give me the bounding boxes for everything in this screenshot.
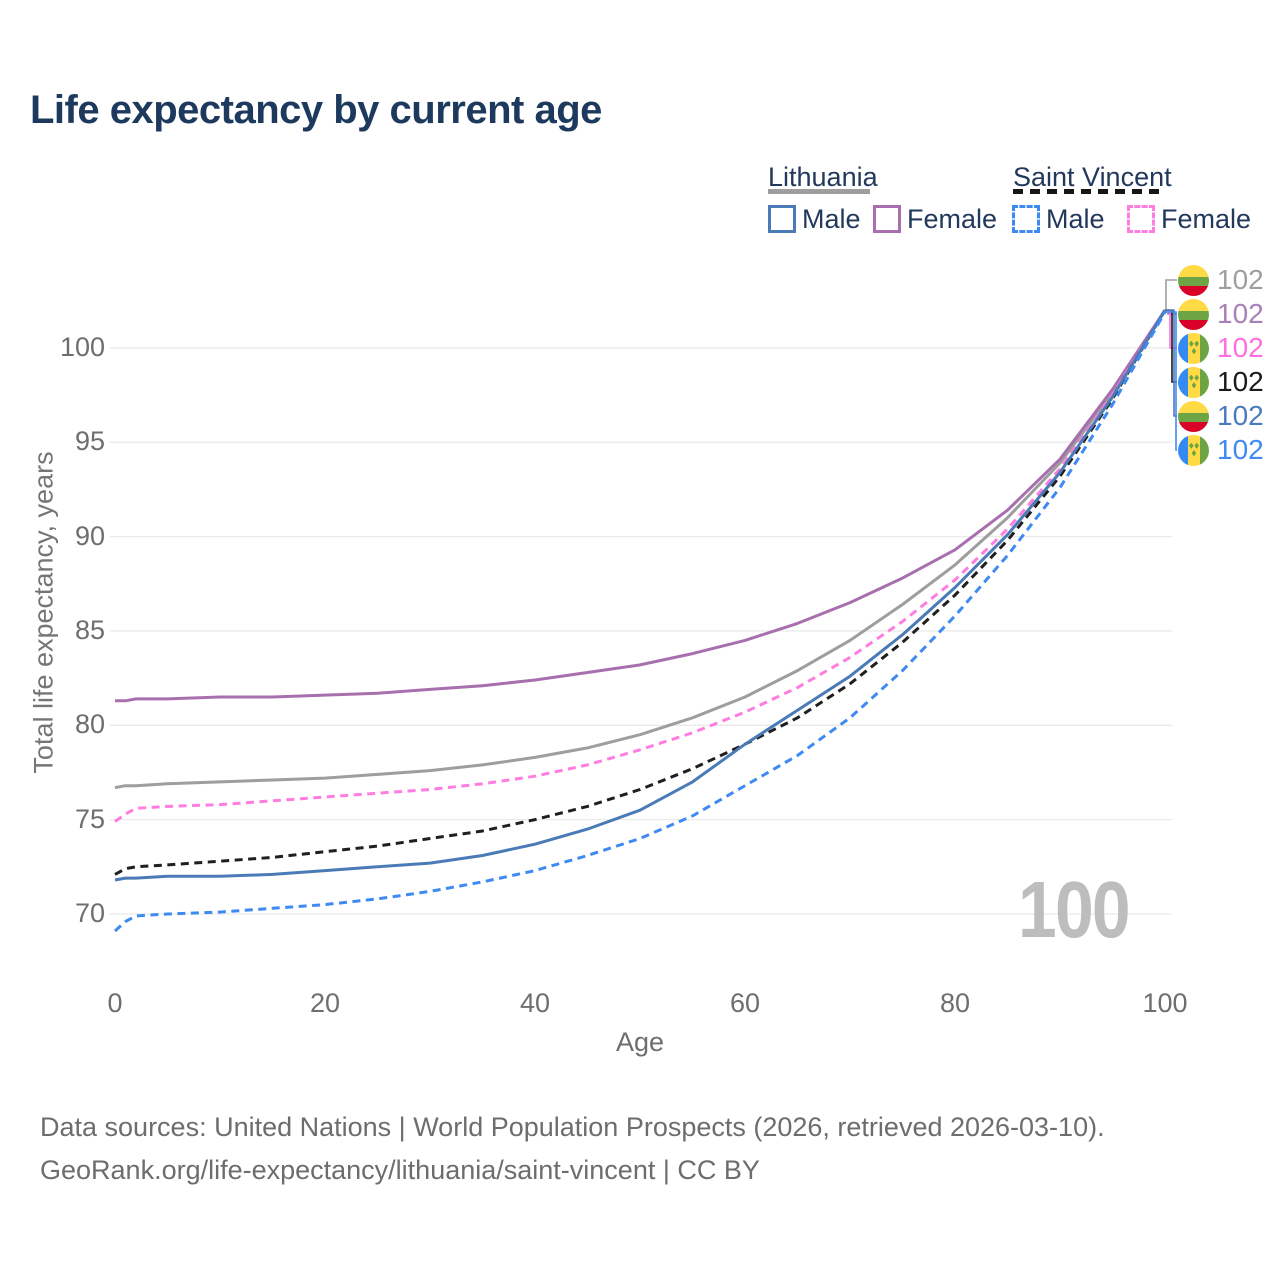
age-watermark: 100 (1018, 865, 1131, 954)
legend-item-label: Female (1161, 203, 1252, 234)
saint-vincent-flag-icon (1178, 332, 1209, 364)
legend-item-lithuania-female[interactable]: Female (873, 203, 998, 234)
series-line: Saint Vincent — both sexes (114, 309, 1167, 876)
series-line: Lithuania — both sexes (114, 309, 1167, 790)
series-line: Lithuania — Female (115, 309, 1167, 703)
y-tick-label: 70 (74, 898, 105, 928)
series-endpoint-row: 102 (1178, 400, 1264, 432)
y-tick-label: 95 (74, 426, 105, 457)
y-tick-label: 90 (74, 520, 105, 551)
x-tick-label: 80 (939, 988, 971, 1018)
legend-item-label: Female (907, 203, 998, 234)
legend-swatch[interactable] (1127, 205, 1155, 233)
page-title: Life expectancy by current age (30, 88, 602, 132)
footer: Data sources: United Nations | World Pop… (40, 1106, 1105, 1192)
legend-swatch[interactable] (1012, 205, 1040, 233)
legend-swatch[interactable] (768, 205, 796, 233)
lithuania-flag-icon (1178, 298, 1209, 330)
series-endpoint-row: 102 (1178, 298, 1264, 330)
legend-item-lithuania-male[interactable]: Male (768, 203, 861, 234)
endpoint-value-label: 102 (1217, 400, 1264, 431)
endpoint-value-label: 102 (1217, 332, 1264, 363)
series-lines: Lithuania — both sexesLithuania — Female… (113, 309, 1167, 933)
footer-datasources: Data sources: United Nations | World Pop… (40, 1112, 1105, 1142)
endpoint-value-label: 102 (1217, 264, 1264, 295)
y-tick-label: 80 (74, 709, 105, 740)
saint-vincent-flag-icon (1178, 434, 1209, 466)
y-axis-title: Total life expectancy, years (28, 451, 59, 774)
legend-country-underline (1013, 189, 1159, 194)
series-endpoint-row: 102 (1178, 366, 1264, 398)
series-endpoint-row: 102 (1178, 264, 1264, 296)
endpoint-value-label: 102 (1217, 366, 1264, 397)
endpoint-value-label: 102 (1217, 434, 1264, 465)
x-tick-label: 0 (107, 988, 123, 1018)
footer-attribution: GeoRank.org/life-expectancy/lithuania/sa… (40, 1155, 760, 1185)
legend-swatch[interactable] (873, 205, 901, 233)
y-tick-label: 75 (74, 803, 105, 834)
series-line: Saint Vincent — Male (113, 311, 1167, 933)
series-line: Lithuania — Male (114, 309, 1167, 882)
legend-item-label: Male (802, 203, 861, 234)
legend-item-label: Male (1046, 203, 1105, 234)
series-line: Saint Vincent — Female (114, 309, 1167, 823)
x-tick-label: 40 (519, 988, 551, 1018)
gridlines (110, 347, 1172, 915)
legend-country-lithuania: Lithuania (768, 162, 878, 192)
endpoint-value-label: 102 (1217, 298, 1264, 329)
x-axis-title: Age (615, 1027, 665, 1057)
series-endpoint-row: 102 (1178, 434, 1264, 466)
y-tick-label: 85 (74, 614, 105, 645)
x-tick-label: 100 (1142, 988, 1188, 1018)
endpoint-connectors (1165, 279, 1177, 451)
x-tick-label: 20 (309, 988, 341, 1018)
series-endpoint-row: 102 (1178, 332, 1264, 364)
saint-vincent-flag-icon (1178, 366, 1209, 398)
x-tick-label: 60 (729, 988, 761, 1018)
y-tick-label: 100 (59, 331, 105, 362)
legend-country-underline (768, 189, 870, 194)
legend-item-saint-vincent-female[interactable]: Female (1127, 203, 1252, 234)
legend-item-saint-vincent-male[interactable]: Male (1012, 203, 1105, 234)
lithuania-flag-icon (1178, 264, 1209, 296)
lithuania-flag-icon (1178, 400, 1209, 432)
legend-country-saint-vincent: Saint Vincent (1013, 162, 1172, 192)
